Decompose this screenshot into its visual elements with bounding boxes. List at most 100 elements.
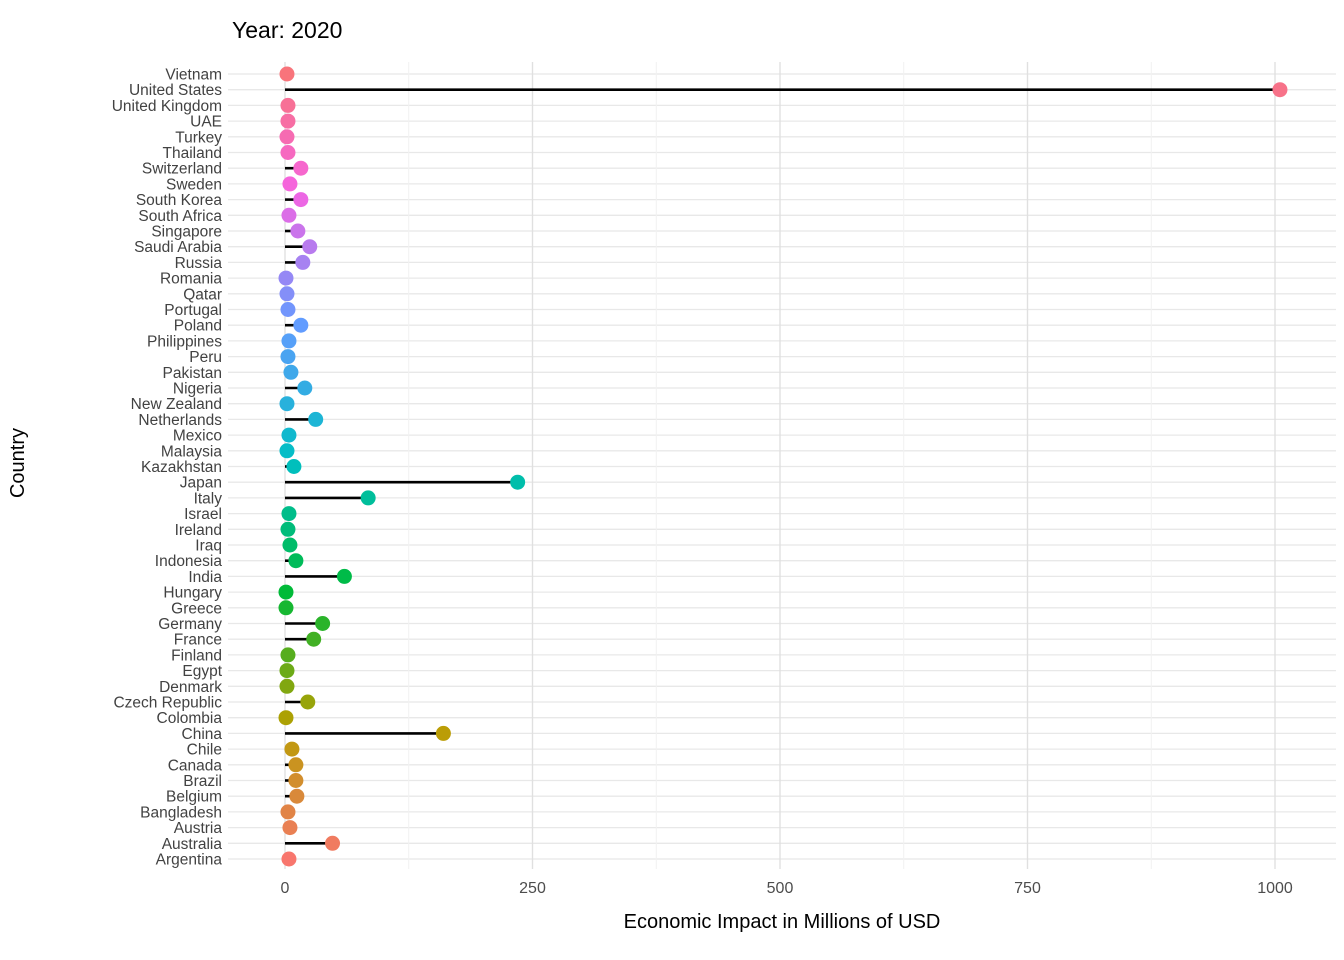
data-point-dot (306, 631, 322, 647)
data-point-dot (281, 427, 297, 443)
category-label: Chile (187, 742, 222, 759)
category-label: Portugal (164, 302, 222, 319)
x-axis-tick-labels: 0 250 500 750 1000 (281, 880, 1293, 897)
data-point-dot (281, 333, 297, 349)
category-label: Romania (160, 271, 222, 288)
x-tick-label: 750 (1014, 880, 1041, 897)
data-point-dot (325, 835, 341, 851)
data-point-dot (282, 820, 298, 836)
data-point-dot (300, 694, 316, 710)
data-point-dot (282, 537, 298, 553)
data-point-dot (288, 757, 304, 773)
data-point-dot (279, 678, 295, 694)
data-point-dot (282, 176, 298, 192)
data-point-dot (280, 145, 296, 160)
lollipop-dots (278, 66, 1288, 867)
category-label: Greece (171, 600, 222, 617)
category-label: UAE (190, 114, 222, 131)
category-label: Philippines (147, 333, 222, 350)
category-label: Ireland (175, 522, 222, 539)
category-label: Argentina (156, 852, 223, 869)
data-point-dot (279, 66, 295, 82)
category-label: Kazakhstan (141, 459, 222, 476)
data-point-dot (278, 270, 294, 286)
data-point-dot (280, 647, 296, 663)
data-point-dot (279, 443, 295, 459)
category-label: Israel (184, 506, 222, 523)
data-point-dot (297, 380, 313, 396)
data-point-dot (336, 568, 352, 584)
data-point-dot (308, 411, 324, 427)
data-point-dot (278, 584, 294, 600)
data-point-dot (293, 317, 309, 333)
x-tick-label: 0 (281, 880, 290, 897)
category-label: Bangladesh (140, 804, 222, 821)
data-point-dot (281, 207, 297, 223)
category-label: Russia (175, 255, 223, 272)
category-label: South Africa (138, 208, 222, 225)
chart-title: Year: 2020 (232, 17, 342, 43)
category-label: Czech Republic (113, 695, 222, 712)
category-label: Canada (168, 757, 223, 774)
data-point-dot (281, 851, 297, 867)
category-label: New Zealand (131, 396, 222, 413)
data-point-dot (279, 663, 295, 679)
category-label: Thailand (163, 145, 222, 162)
data-point-dot (280, 113, 296, 129)
category-label: Colombia (157, 710, 223, 727)
category-label: Pakistan (163, 365, 222, 382)
data-point-dot (279, 286, 295, 302)
category-label: Egypt (182, 663, 222, 680)
category-label: Italy (194, 490, 223, 507)
category-label: Poland (174, 318, 222, 335)
data-point-dot (289, 788, 305, 804)
category-label: United Kingdom (112, 98, 222, 115)
data-point-dot (293, 160, 309, 176)
data-point-dot (293, 192, 309, 208)
category-label: South Korea (136, 192, 223, 209)
category-label: Brazil (183, 773, 222, 790)
category-label: Qatar (183, 286, 222, 303)
data-point-dot (280, 349, 296, 365)
data-point-dot (315, 616, 331, 631)
data-point-dot (280, 302, 296, 317)
data-point-dot (288, 773, 304, 788)
category-label: Belgium (166, 789, 222, 806)
data-point-dot (279, 129, 295, 145)
category-label: Hungary (163, 585, 222, 602)
data-point-dot (288, 553, 304, 569)
data-point-dot (279, 396, 295, 412)
category-label: Vietnam (165, 67, 222, 84)
x-axis-title: Economic Impact in Millions of USD (624, 911, 941, 933)
data-point-dot (510, 474, 526, 490)
category-label: United States (129, 82, 222, 99)
y-axis-title: Country (7, 428, 29, 498)
category-label: Singapore (151, 224, 222, 241)
category-label: Denmark (159, 679, 222, 696)
data-point-dot (283, 364, 299, 380)
data-point-dot (284, 741, 300, 757)
category-label: Switzerland (142, 161, 222, 178)
x-tick-label: 500 (767, 880, 794, 897)
data-point-dot (302, 239, 318, 255)
data-point-dot (278, 600, 294, 616)
x-tick-label: 250 (519, 880, 546, 897)
category-label: Peru (189, 349, 222, 366)
data-point-dot (280, 97, 296, 113)
data-point-dot (280, 804, 296, 820)
category-label: Japan (180, 475, 222, 492)
category-label: Austria (174, 820, 223, 837)
category-label: Sweden (166, 176, 222, 193)
data-point-dot (360, 490, 376, 506)
data-point-dot (295, 254, 311, 270)
category-label: India (188, 569, 222, 586)
category-label: France (174, 632, 222, 649)
category-label: Saudi Arabia (134, 239, 222, 256)
data-point-dot (280, 521, 296, 537)
category-label: Australia (162, 836, 223, 853)
data-point-dot (435, 725, 451, 741)
category-label: Turkey (175, 129, 222, 146)
